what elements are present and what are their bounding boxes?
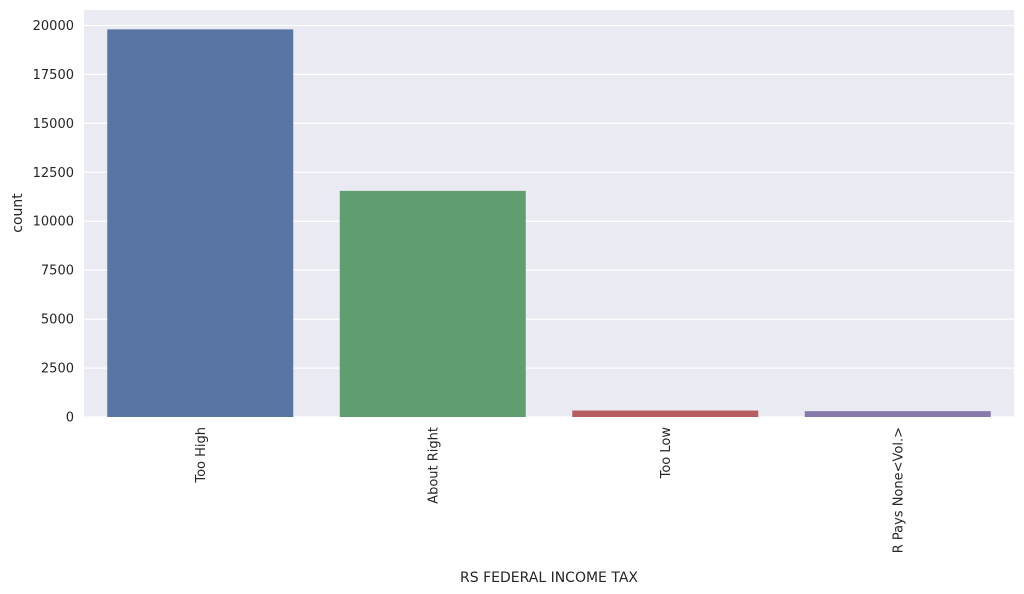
y-tick-label-0: 0 bbox=[66, 411, 74, 426]
x-axis-label: RS FEDERAL INCOME TAX bbox=[460, 570, 638, 586]
y-tick-label-4: 10000 bbox=[33, 215, 74, 230]
bar-3 bbox=[804, 411, 991, 417]
x-tick-labels: Too High About Right Too Low R Pays None<Vo… bbox=[194, 427, 907, 554]
y-tick-label-6: 15000 bbox=[33, 117, 74, 132]
y-tick-label-7: 17500 bbox=[33, 68, 74, 83]
y-tick-label-8: 20000 bbox=[33, 19, 74, 34]
y-tick-label-3: 7500 bbox=[41, 264, 74, 279]
bar-0 bbox=[107, 29, 294, 418]
y-tick-labels: 0 2500 5000 7500 10000 12500 15000 17500 20000 bbox=[33, 19, 74, 426]
x-tick-label-0: Too High bbox=[194, 427, 209, 484]
x-tick-label-3: R Pays None<Vol.> bbox=[891, 427, 906, 553]
bar-1 bbox=[339, 190, 526, 417]
y-axis-label: count bbox=[10, 193, 26, 233]
bars bbox=[107, 29, 991, 418]
bar-2 bbox=[572, 410, 759, 417]
y-tick-label-5: 12500 bbox=[33, 166, 74, 181]
x-tick-label-2: Too Low bbox=[659, 427, 674, 480]
y-tick-label-1: 2500 bbox=[41, 362, 74, 377]
y-tick-label-2: 5000 bbox=[41, 313, 74, 328]
x-tick-label-1: About Right bbox=[426, 427, 441, 504]
